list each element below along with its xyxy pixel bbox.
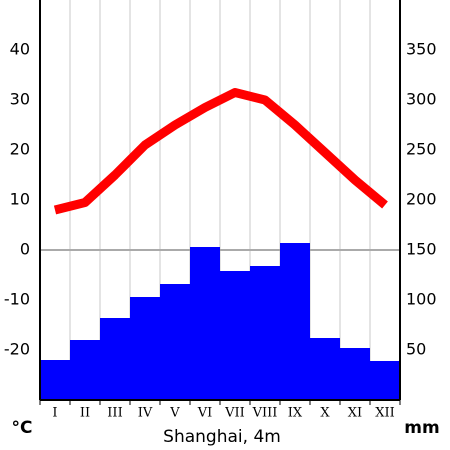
x-tick-label: I	[52, 406, 57, 421]
x-tick-label: XI	[348, 406, 362, 421]
y2-tick-label: 100	[406, 290, 437, 309]
x-tick-label: XII	[375, 406, 395, 421]
y2-tick-label: 50	[406, 340, 426, 359]
x-tick-label: III	[107, 406, 122, 421]
bar	[130, 297, 160, 400]
y2-tick-label: 350	[406, 40, 437, 59]
y-tick-label: -20	[4, 340, 30, 359]
temperature-line	[53, 88, 388, 215]
bar	[70, 340, 100, 400]
x-tick-label: V	[169, 406, 180, 421]
y-tick-label: 10	[10, 190, 30, 209]
bar	[40, 360, 70, 400]
bar	[370, 361, 400, 400]
x-tick-label: VIII	[252, 406, 278, 421]
y-tick-label: 0	[20, 240, 30, 259]
y2-tick-label: 200	[406, 190, 437, 209]
bar	[160, 284, 190, 400]
x-tick-label: IX	[288, 406, 303, 421]
y2-tick-label: 150	[406, 240, 437, 259]
bar	[190, 247, 220, 400]
bar	[250, 266, 280, 400]
bar	[310, 338, 340, 400]
bar	[220, 271, 250, 400]
chart-title: Shanghai, 4m	[163, 427, 281, 447]
x-tick-label: II	[80, 406, 90, 421]
x-tick-label: VI	[197, 406, 213, 421]
y-tick-label: 40	[10, 40, 30, 59]
y2-axis-label: mm	[404, 418, 439, 438]
y-axis-label: °C	[12, 418, 33, 438]
bar	[340, 348, 370, 400]
x-tick-label: IV	[138, 406, 153, 421]
y-tick-label: -10	[4, 290, 30, 309]
y2-tick-label: 250	[406, 140, 437, 159]
y-tick-label: 30	[10, 90, 30, 109]
y-tick-label: 20	[10, 140, 30, 159]
y2-tick-label: 300	[406, 90, 437, 109]
x-tick-label: VII	[224, 406, 245, 421]
bar	[100, 318, 130, 400]
bar	[280, 243, 310, 400]
x-tick-label: X	[320, 406, 330, 421]
